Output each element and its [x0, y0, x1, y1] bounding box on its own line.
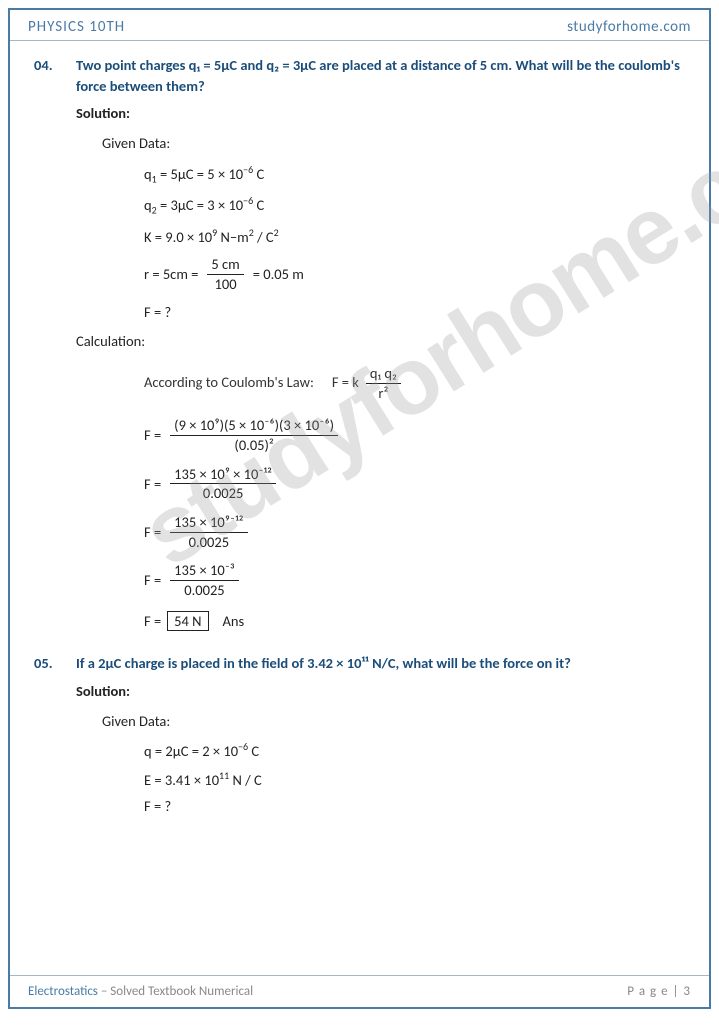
- calc-answer: F = 54 N Ans: [144, 611, 685, 632]
- question-number: 04.: [34, 55, 62, 97]
- given-line-4: r = 5cm = 5 cm100 = 0.05 m: [144, 256, 685, 292]
- eq-text: q = 2μC = 2 × 10−6 C: [144, 742, 259, 758]
- law-line: According to Coulomb's Law: F = k q₁ q₂r…: [144, 365, 685, 401]
- eq-lhs: F =: [144, 428, 161, 443]
- solution-label: Solution:: [76, 103, 685, 125]
- footer: Electrostatics – Solved Textbook Numeric…: [10, 975, 709, 1007]
- eq-lhs: F =: [144, 573, 161, 588]
- fraction: 135 × 10⁹ × 10⁻¹²0.0025: [170, 466, 276, 502]
- eq-lhs: F =: [144, 477, 161, 492]
- given-line-1: q = 2μC = 2 × 10−6 C: [144, 742, 685, 758]
- given-line-1: q1 = 5μC = 5 × 10−6 C: [144, 165, 685, 185]
- footer-page: P a g e | 3: [627, 984, 691, 999]
- calculation-label: Calculation:: [76, 331, 685, 353]
- question-row: 05. If a 2μC charge is placed in the fie…: [34, 653, 685, 675]
- given-line-3: F = ?: [144, 799, 685, 814]
- question-number: 05.: [34, 653, 62, 675]
- page-container: studyforhome.com PHYSICS 10TH studyforho…: [8, 8, 711, 1009]
- calc-step-1: F = (9 × 10⁹)(5 × 10⁻⁶)(3 × 10⁻⁶)(0.05)²: [144, 417, 685, 453]
- given-line-5: F = ?: [144, 305, 685, 320]
- calc-step-4: F = 135 × 10⁻³0.0025: [144, 562, 685, 598]
- question-05: 05. If a 2μC charge is placed in the fie…: [34, 653, 685, 813]
- footer-subtitle: – Solved Textbook Numerical: [98, 984, 253, 999]
- question-text: Two point charges q₁ = 5μC and q₂ = 3μC …: [76, 55, 685, 97]
- solution-label: Solution:: [76, 681, 685, 703]
- eq-lhs: F =: [144, 525, 161, 540]
- eq-lhs: F =: [144, 614, 161, 629]
- eq-text: = 0.05 m: [253, 267, 304, 282]
- given-data-label: Given Data:: [102, 133, 685, 155]
- given-line-2: E = 3.41 × 1011 N / C: [144, 771, 685, 787]
- question-row: 04. Two point charges q₁ = 5μC and q₂ = …: [34, 55, 685, 97]
- eq-text: q1 = 5μC = 5 × 10−6 C: [144, 165, 264, 185]
- fraction: 135 × 10⁻³0.0025: [170, 562, 239, 598]
- ans-label: Ans: [223, 614, 245, 629]
- given-line-3: K = 9.0 × 109 N−m2 / C2: [144, 228, 685, 244]
- eq-text: r = 5cm =: [144, 267, 198, 282]
- eq-text: F = ?: [144, 799, 171, 814]
- answer-box: 54 N: [167, 611, 208, 632]
- calc-step-3: F = 135 × 10⁹⁻¹²0.0025: [144, 514, 685, 550]
- fraction: 5 cm100: [207, 256, 243, 292]
- question-04: 04. Two point charges q₁ = 5μC and q₂ = …: [34, 55, 685, 631]
- calc-step-2: F = 135 × 10⁹ × 10⁻¹²0.0025: [144, 466, 685, 502]
- fraction: 135 × 10⁹⁻¹²0.0025: [170, 514, 247, 550]
- footer-left: Electrostatics – Solved Textbook Numeric…: [28, 984, 253, 999]
- eq-text: K = 9.0 × 109 N−m2 / C2: [144, 228, 279, 244]
- eq-text: E = 3.41 × 1011 N / C: [144, 771, 262, 787]
- footer-chapter: Electrostatics: [28, 984, 98, 999]
- eq-text: F = ?: [144, 305, 171, 320]
- header: PHYSICS 10TH studyforhome.com: [10, 10, 709, 41]
- question-text: If a 2μC charge is placed in the field o…: [76, 653, 571, 675]
- given-data-label: Given Data:: [102, 711, 685, 733]
- given-line-2: q2 = 3μC = 3 × 10−6 C: [144, 196, 685, 216]
- header-site: studyforhome.com: [567, 18, 691, 36]
- law-text: According to Coulomb's Law:: [144, 372, 314, 394]
- fraction: (9 × 10⁹)(5 × 10⁻⁶)(3 × 10⁻⁶)(0.05)²: [170, 417, 338, 453]
- eq-text: q2 = 3μC = 3 × 10−6 C: [144, 196, 264, 216]
- header-subject: PHYSICS 10TH: [28, 18, 125, 36]
- content-area: 04. Two point charges q₁ = 5μC and q₂ = …: [10, 41, 709, 814]
- law-formula: F = k q₁ q₂r²: [332, 365, 404, 401]
